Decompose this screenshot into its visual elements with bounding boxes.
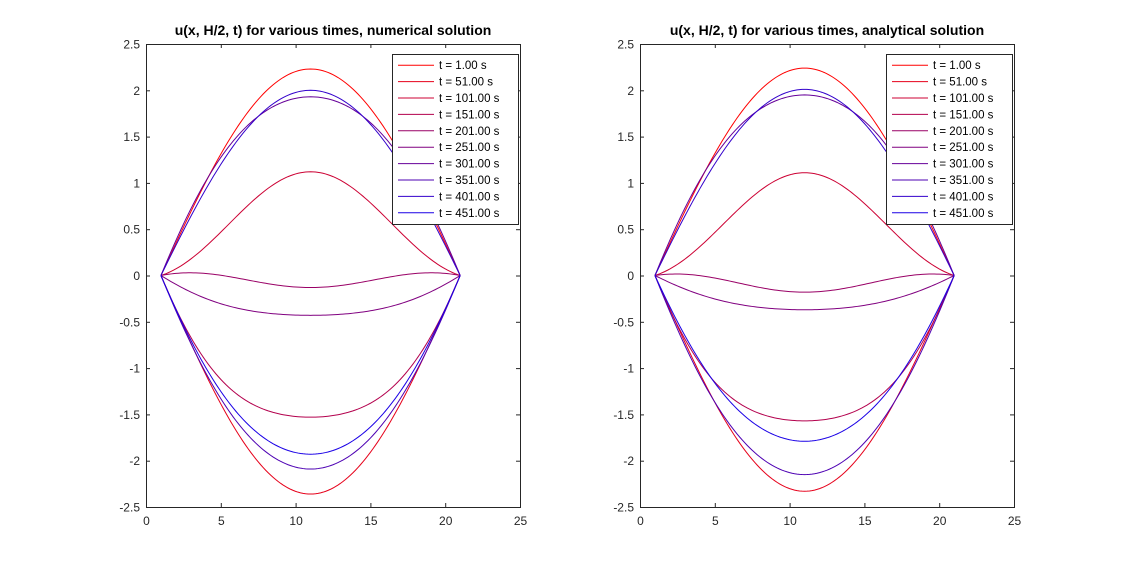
series-line-5 xyxy=(160,272,461,289)
series-line-2 xyxy=(654,275,955,492)
series-line-4 xyxy=(654,275,955,422)
x-tick-label: 0 xyxy=(143,514,150,528)
y-tick-label: -1 xyxy=(129,362,140,376)
legend-label: t = 301.00 s xyxy=(439,159,500,171)
chart-title: u(x, H/2, t) for various times, numerica… xyxy=(175,22,492,38)
x-tick-label: 0 xyxy=(637,514,644,528)
legend-label: t = 101.00 s xyxy=(439,93,500,105)
legend-label: t = 351.00 s xyxy=(439,175,500,187)
y-tick-label: 2 xyxy=(627,84,634,98)
y-tick-label: 2.5 xyxy=(617,38,634,52)
legend-label: t = 251.00 s xyxy=(933,142,994,154)
x-tick-label: 20 xyxy=(933,514,947,528)
legend-label: t = 251.00 s xyxy=(439,142,500,154)
x-tick-label: 5 xyxy=(218,514,225,528)
series-line-6 xyxy=(160,275,461,316)
y-tick-label: -2.5 xyxy=(613,501,634,515)
legend-label: t = 151.00 s xyxy=(439,109,500,121)
y-tick-label: -2 xyxy=(623,454,634,468)
legend-label: t = 451.00 s xyxy=(933,208,994,220)
y-tick-label: -2.5 xyxy=(119,501,140,515)
legend-label: t = 201.00 s xyxy=(439,126,500,138)
series-line-10 xyxy=(654,275,955,442)
legend-label: t = 301.00 s xyxy=(933,159,994,171)
series-line-10 xyxy=(160,275,461,455)
chart-panel-1: u(x, H/2, t) for various times, numerica… xyxy=(119,22,527,528)
legend-label: t = 401.00 s xyxy=(439,191,500,203)
y-tick-label: -0.5 xyxy=(613,315,634,329)
series-line-8 xyxy=(654,275,955,476)
y-tick-label: 0 xyxy=(133,269,140,283)
series-line-3 xyxy=(160,171,461,276)
x-tick-label: 25 xyxy=(514,514,528,528)
x-tick-label: 5 xyxy=(712,514,719,528)
y-tick-label: -2 xyxy=(129,454,140,468)
series-line-2 xyxy=(160,275,461,495)
y-tick-label: 1.5 xyxy=(123,130,140,144)
legend-label: t = 51.00 s xyxy=(439,77,493,89)
y-tick-label: -1.5 xyxy=(119,408,140,422)
x-tick-label: 20 xyxy=(439,514,453,528)
chart-panel-2: u(x, H/2, t) for various times, analytic… xyxy=(613,22,1021,528)
legend-label: t = 351.00 s xyxy=(933,175,994,187)
chart-title: u(x, H/2, t) for various times, analytic… xyxy=(670,22,984,38)
series-line-3 xyxy=(654,172,955,276)
legend-label: t = 201.00 s xyxy=(933,126,994,138)
y-tick-label: -1.5 xyxy=(613,408,634,422)
legend-label: t = 151.00 s xyxy=(933,109,994,121)
legend-label: t = 1.00 s xyxy=(933,60,981,72)
legend-label: t = 451.00 s xyxy=(439,208,500,220)
x-tick-label: 15 xyxy=(858,514,872,528)
y-tick-label: 1 xyxy=(627,176,634,190)
series-line-4 xyxy=(160,275,461,418)
x-tick-label: 15 xyxy=(364,514,378,528)
y-tick-label: -1 xyxy=(623,362,634,376)
y-tick-label: 2.5 xyxy=(123,38,140,52)
y-tick-label: 0 xyxy=(627,269,634,283)
x-tick-label: 25 xyxy=(1008,514,1022,528)
y-tick-label: 2 xyxy=(133,84,140,98)
y-tick-label: 1.5 xyxy=(617,130,634,144)
series-line-6 xyxy=(654,275,955,311)
legend: t = 1.00 s t = 51.00 s t = 101.00 s t = 151… xyxy=(886,54,1013,225)
legend-label: t = 1.00 s xyxy=(439,60,487,72)
y-tick-label: 0.5 xyxy=(123,223,140,237)
legend-label: t = 101.00 s xyxy=(933,93,994,105)
y-tick-label: -0.5 xyxy=(119,315,140,329)
y-tick-label: 0.5 xyxy=(617,223,634,237)
legend-label: t = 401.00 s xyxy=(933,191,994,203)
y-tick-label: 1 xyxy=(133,176,140,190)
x-tick-label: 10 xyxy=(783,514,797,528)
legend: t = 1.00 s t = 51.00 s t = 101.00 s t = 151… xyxy=(392,54,519,225)
series-line-8 xyxy=(160,275,461,470)
x-tick-label: 10 xyxy=(289,514,303,528)
series-line-5 xyxy=(654,273,955,293)
legend-label: t = 51.00 s xyxy=(933,77,987,89)
